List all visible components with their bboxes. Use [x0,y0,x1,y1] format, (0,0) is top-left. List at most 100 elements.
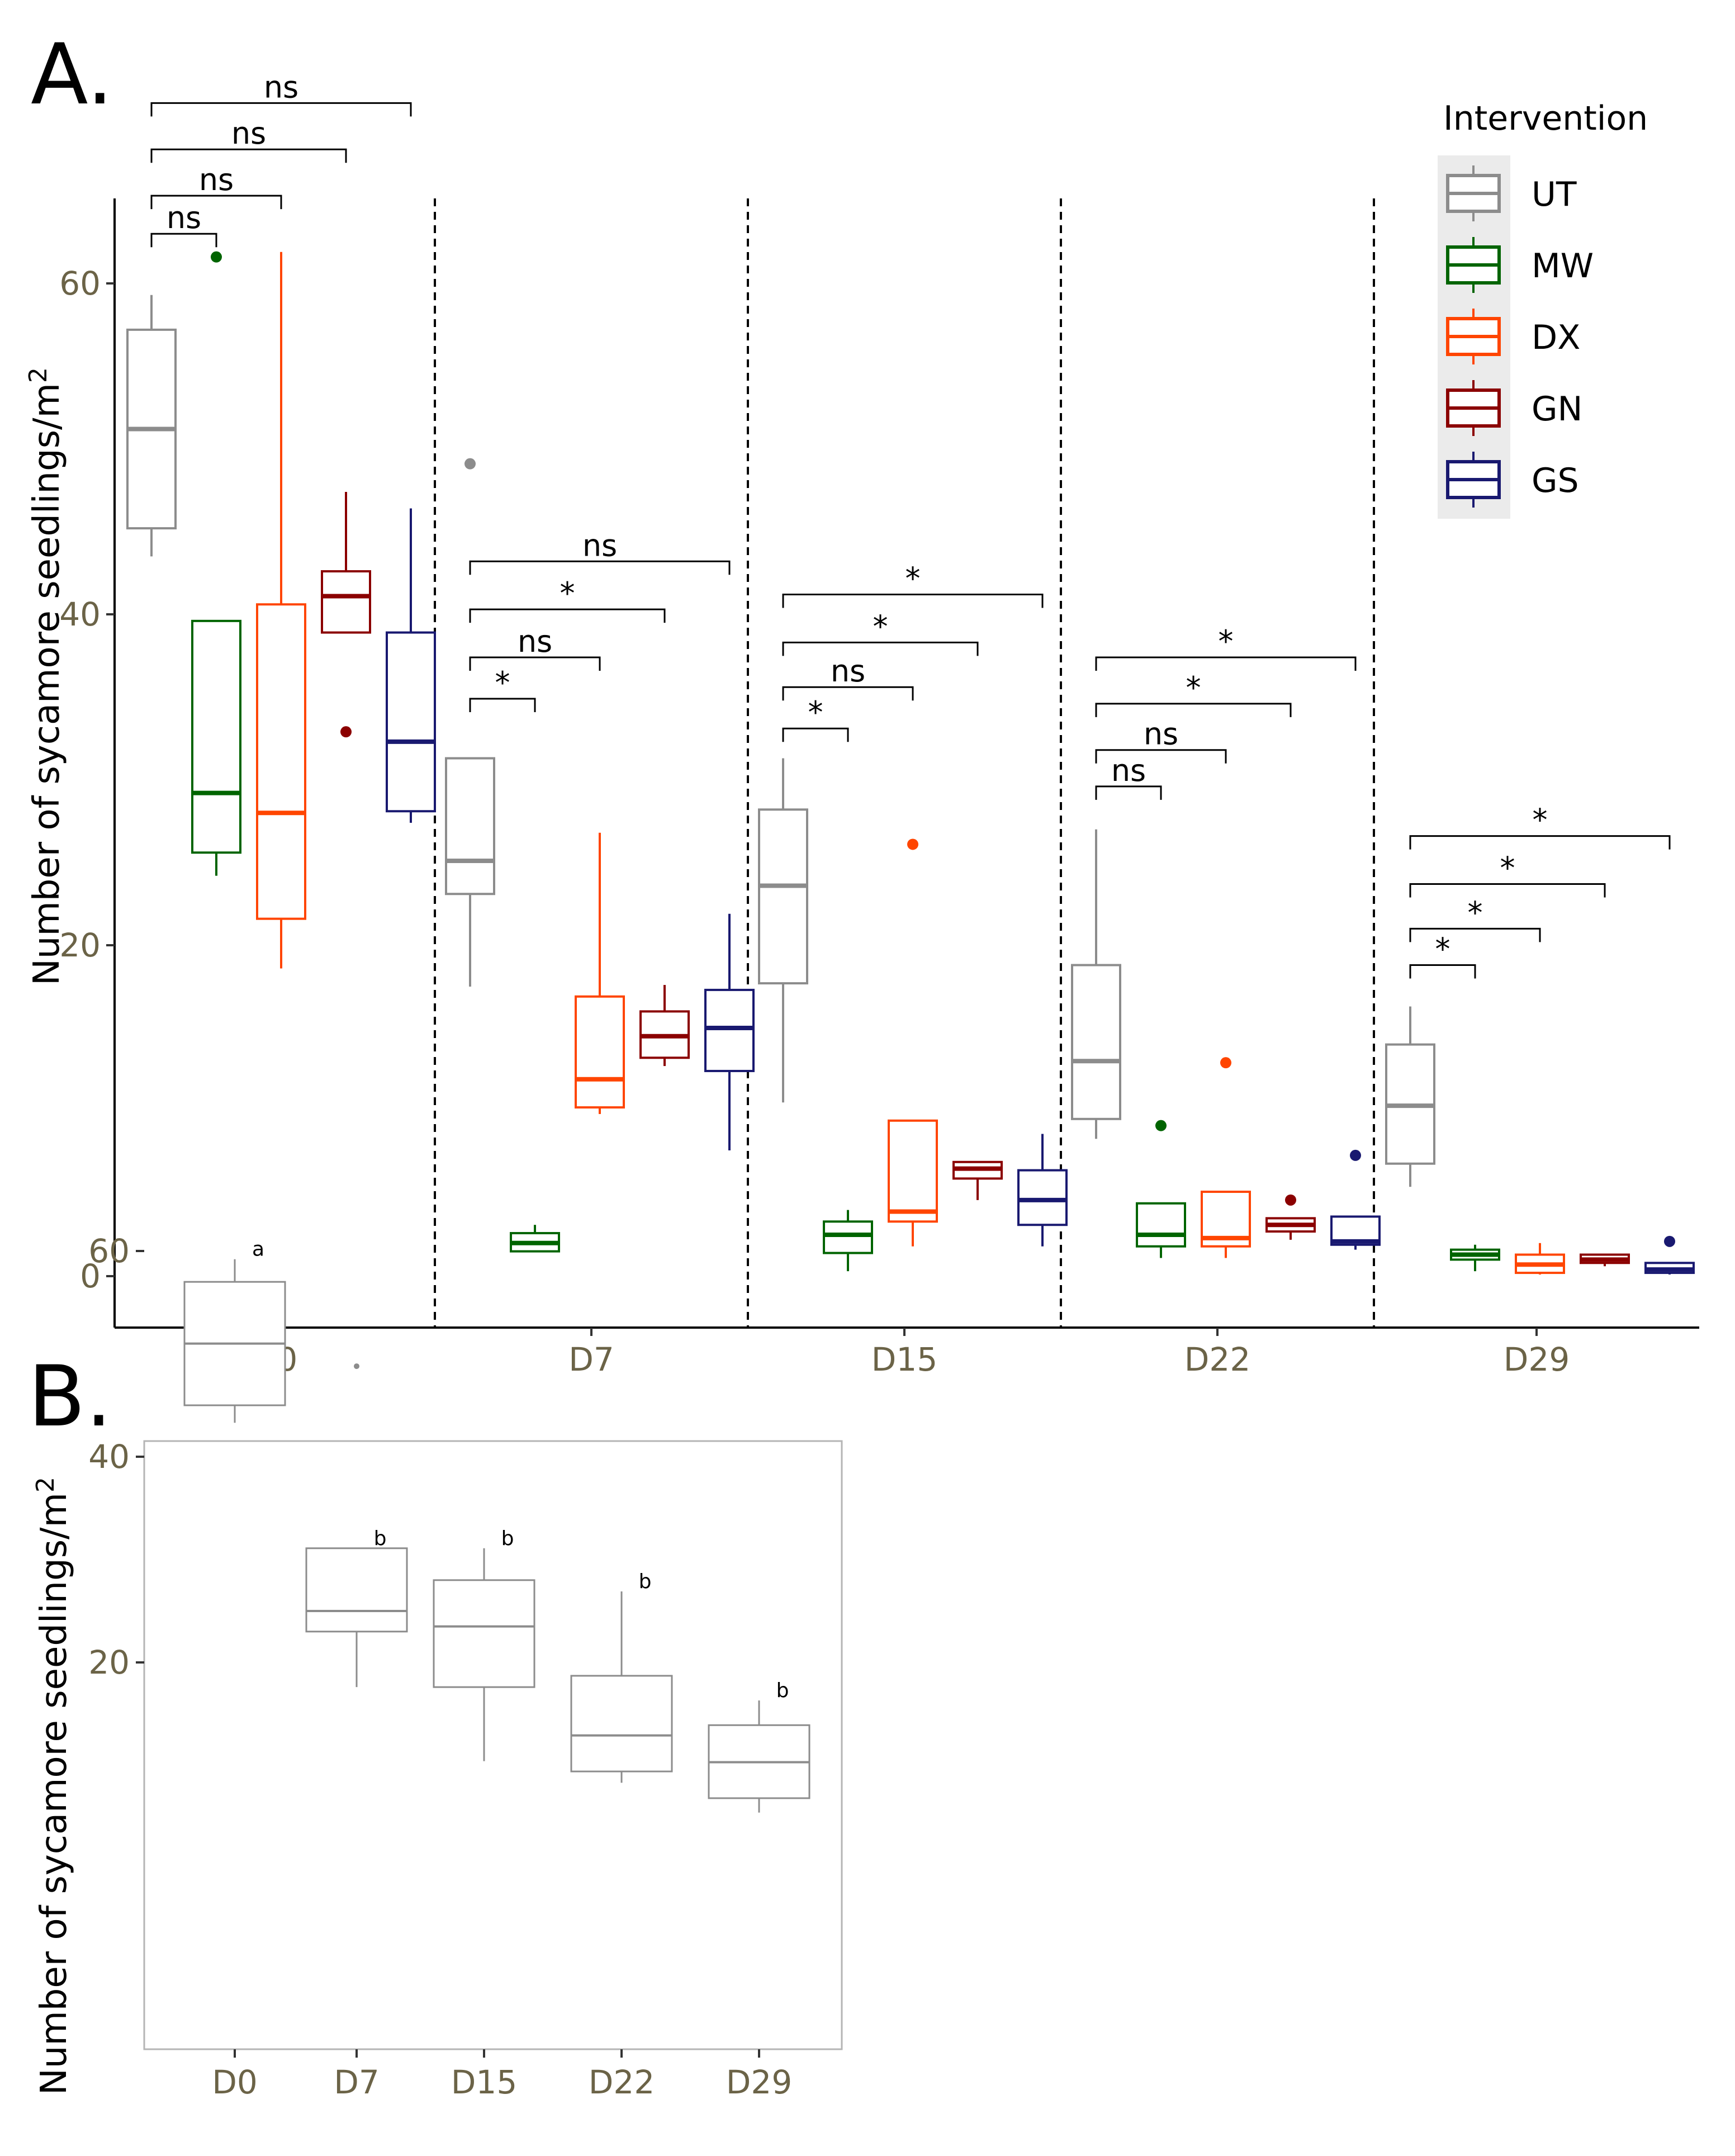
bracket-d22-ut-vs-mw [1095,785,1162,800]
box-d15-gn [952,1160,1003,1200]
box-d29-mw [1450,1244,1500,1272]
outlier-d0-gn-0 [340,726,352,738]
box-b-d0: a [183,1238,286,1423]
outlier-d22-gs-0 [1350,1149,1361,1161]
legend-title: Intervention [1443,99,1648,138]
box-body-d15-mw [823,1220,873,1254]
bracket-label-d0-ut-vs-mw: ns [167,200,201,235]
box-body-d22-ut [1071,964,1121,1120]
bracket-d0-ut-vs-dx [150,195,282,210]
bracket-d7-ut-vs-gn [469,608,666,623]
outlier-d0-mw-0 [211,251,222,263]
box-d0-mw [191,251,241,876]
bracket-d15-ut-vs-gs [782,593,1044,608]
box-d15-gs [1017,1134,1068,1247]
box-d15-ut [758,758,808,1103]
legend-item-mw: MW [1446,237,1594,293]
box-d22-mw [1136,1120,1186,1258]
outlier-d29-gs-0 [1664,1235,1675,1247]
box-d15-dx [888,838,938,1247]
panel-b-y-axis-title-main: Number of sycamore seedlings/m [34,1492,75,2095]
y-tick-label-20: 20 [59,926,101,964]
bracket-d22-ut-vs-gn [1095,703,1292,717]
bracket-d29-ut-vs-dx [1409,927,1541,942]
legend-label-ut: UT [1532,175,1577,214]
legend-label-gn: GN [1532,390,1582,429]
box-d22-gn [1265,1194,1316,1240]
y-tick-label-40: 40 [59,595,101,633]
box-body-d22-mw [1136,1202,1186,1248]
box-d22-ut [1071,829,1121,1139]
panel-b-y-ticks: 20 40 60 [88,1232,144,1681]
legend: Intervention UT MW DX GN GS [1438,99,1648,519]
box-body-d7-gs [704,988,755,1072]
box-body-d15-gs [1017,1169,1068,1226]
bracket-label-d22-ut-vs-gs: * [1219,624,1234,659]
bracket-label-d0-ut-vs-gs: ns [264,69,298,105]
legend-item-gn: GN [1446,380,1582,436]
bracket-label-d15-ut-vs-gs: * [906,561,921,596]
bracket-label-d15-ut-vs-gn: * [873,609,888,644]
bracket-d22-ut-vs-dx [1095,749,1227,764]
box-d22-gs [1330,1149,1381,1250]
box-d7-gn [639,985,690,1067]
significance-letter-b-d22: b [639,1570,652,1593]
box-d15-mw [823,1210,873,1272]
bracket-d0-ut-vs-mw [150,233,217,248]
box-b-d29: b [708,1679,810,1813]
outlier-b-d7-0 [354,1363,359,1370]
legend-item-ut: UT [1446,165,1577,221]
y-tick-label-b-40: 40 [88,1438,130,1476]
legend-label-dx: DX [1532,318,1580,357]
bracket-label-d7-ut-vs-gs: ns [582,528,617,563]
bracket-label-d22-ut-vs-gn: * [1186,670,1201,705]
box-body-b-d7 [305,1547,408,1633]
box-d0-gs [386,508,436,823]
box-d7-gs [704,913,755,1151]
bracket-label-d15-ut-vs-dx: ns [831,653,865,689]
bracket-label-d15-ut-vs-mw: * [808,695,823,730]
box-d0-gn [321,491,371,738]
bracket-d15-ut-vs-dx [782,686,914,701]
box-b-d15: b [433,1527,535,1761]
bracket-label-d29-ut-vs-gn: * [1500,850,1515,885]
bracket-label-d7-ut-vs-gn: * [560,576,575,611]
box-d0-ut [126,295,177,557]
panel-b: B. Number of sycamore seedlings/m2 20406… [28,1232,843,2101]
panel-a-letter: A. [31,26,113,124]
box-body-d0-dx [256,603,306,920]
legend-label-mw: MW [1532,247,1594,286]
bracket-label-d7-ut-vs-dx: ns [518,624,552,659]
box-body-d15-ut [758,808,808,985]
box-d29-gs [1644,1235,1695,1275]
x-tick-label-d22: D22 [1184,1340,1250,1378]
x-tick-label-d29: D29 [1504,1340,1570,1378]
bracket-d7-ut-vs-dx [469,656,601,671]
bracket-label-d22-ut-vs-mw: ns [1111,753,1146,788]
panel-a-y-ticks: 0 20 40 60 [59,264,115,1295]
x-tick-label-b-d22: D22 [589,2063,655,2101]
bracket-label-d22-ut-vs-dx: ns [1144,717,1178,752]
bracket-d0-ut-vs-gn [150,148,347,163]
box-b-d7: b [305,1363,408,1688]
box-body-b-d22 [570,1675,673,1773]
bracket-d15-ut-vs-gn [782,641,979,656]
legend-item-dx: DX [1446,309,1580,364]
box-b-d22: b [570,1570,673,1783]
box-body-d7-ut [445,757,495,895]
box-body-d15-dx [888,1119,938,1223]
bracket-label-d29-ut-vs-dx: * [1468,895,1483,930]
legend-label-gs: GS [1532,461,1579,500]
panel-a-boxes [126,251,1695,1275]
x-tick-label-b-d29: D29 [726,2063,792,2101]
bracket-d7-ut-vs-gs [469,560,731,575]
x-tick-label-b-d0: D0 [212,2063,258,2101]
panel-b-y-axis-title-sup: 2 [31,1477,60,1492]
x-tick-label-b-d7: D7 [334,2063,380,2101]
bracket-d29-ut-vs-gs [1409,835,1671,850]
y-tick-label-b-20: 20 [88,1643,130,1681]
box-d29-ut [1385,1006,1435,1187]
bracket-d0-ut-vs-gs [150,102,412,117]
panel-a-y-axis-title-main: Number of sycamore seedlings/m [26,383,68,985]
